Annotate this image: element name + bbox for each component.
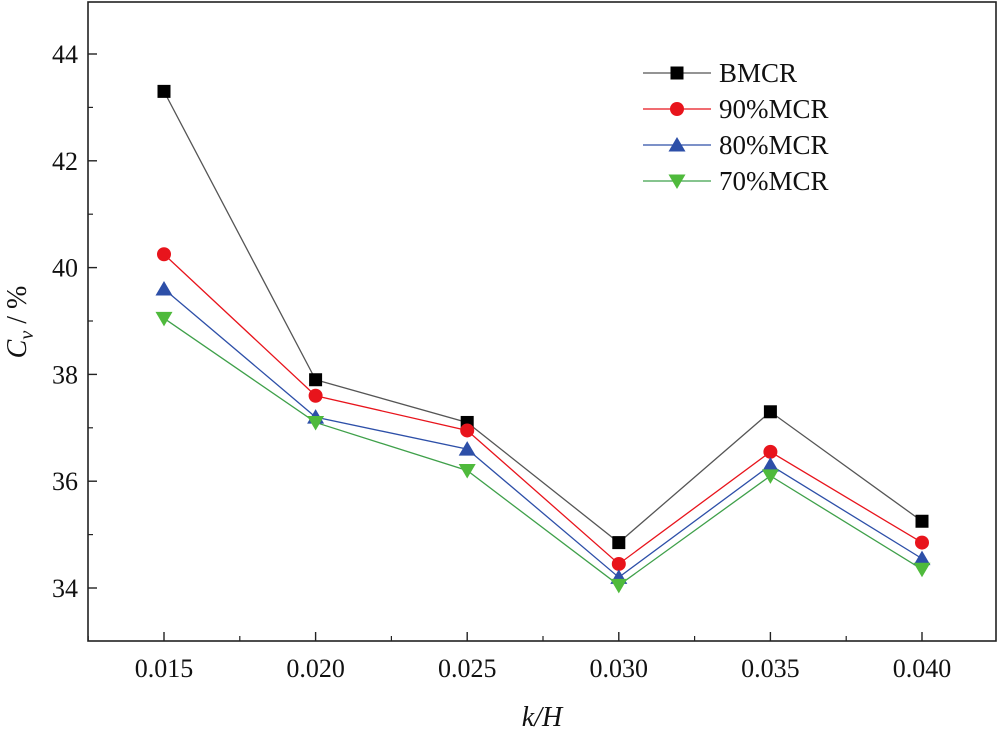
x-axis-title: k/H	[522, 702, 564, 733]
data-point-90pct-mcr	[308, 388, 323, 403]
x-tick-label: 0.025	[438, 654, 497, 683]
legend-marker-80pct-mcr	[668, 137, 686, 152]
x-tick-label: 0.035	[741, 654, 800, 683]
legend: BMCR 90%MCR 80%MCR 70%MCR	[643, 58, 829, 196]
x-tick-label: 0.030	[590, 654, 649, 683]
x-tick-label: 0.040	[893, 654, 952, 683]
y-axis-title-main: C	[2, 339, 33, 358]
data-point-70pct-mcr	[307, 415, 325, 431]
data-point-bmcr	[612, 536, 626, 550]
legend-label-70pct-mcr: 70%MCR	[719, 166, 829, 196]
y-axis-title: Cv / %	[2, 286, 38, 359]
data-point-bmcr	[763, 405, 777, 419]
y-tick-label: 38	[52, 360, 78, 389]
plot-frame	[87, 1, 997, 642]
data-point-80pct-mcr	[913, 550, 931, 566]
y-axis-title-sub: v	[16, 331, 38, 340]
data-point-bmcr	[157, 84, 171, 98]
data-point-70pct-mcr	[610, 578, 628, 594]
y-axis-title-unit: / %	[2, 286, 33, 331]
data-point-80pct-mcr	[458, 441, 476, 456]
x-tick-label: 0.015	[135, 654, 194, 683]
data-point-bmcr	[915, 514, 929, 528]
data-point-90pct-mcr	[460, 423, 475, 438]
data-point-90pct-mcr	[763, 444, 778, 459]
series-line-70pct-mcr	[163, 317, 923, 587]
y-tick-label: 34	[52, 574, 78, 603]
axis-ticks	[87, 53, 923, 641]
data-point-90pct-mcr	[915, 535, 929, 550]
x-tick-labels: 0.015 0.020 0.025 0.030 0.035 0.040	[135, 654, 952, 683]
legend-label-90pct-mcr: 90%MCR	[719, 94, 829, 124]
data-point-70pct-mcr	[155, 311, 173, 327]
series-line-bmcr	[163, 91, 923, 544]
legend-label-bmcr: BMCR	[719, 58, 797, 88]
y-tick-label: 44	[52, 40, 78, 69]
data-point-70pct-mcr	[458, 464, 476, 479]
data-point-70pct-mcr	[913, 562, 931, 578]
data-point-70pct-mcr	[761, 469, 779, 484]
data-point-bmcr	[309, 373, 323, 387]
data-point-90pct-mcr	[157, 247, 171, 262]
y-tick-label: 42	[52, 147, 78, 176]
data-point-80pct-mcr	[155, 280, 173, 296]
legend-label-80pct-mcr: 80%MCR	[719, 130, 829, 160]
y-tick-label: 36	[52, 467, 78, 496]
series-lines	[163, 91, 923, 587]
data-point-80pct-mcr	[761, 457, 779, 472]
series-line-90pct-mcr	[163, 253, 923, 565]
y-tick-label: 40	[52, 254, 78, 283]
y-tick-labels: 34 36 38 40 42 44	[52, 40, 78, 603]
legend-marker-90pct-mcr	[670, 102, 684, 116]
legend-marker-70pct-mcr	[668, 174, 686, 189]
data-point-90pct-mcr	[611, 556, 626, 571]
legend-marker-bmcr	[670, 66, 684, 80]
series-line-80pct-mcr	[163, 288, 923, 579]
series-markers	[155, 84, 931, 594]
x-tick-label: 0.020	[286, 654, 345, 683]
